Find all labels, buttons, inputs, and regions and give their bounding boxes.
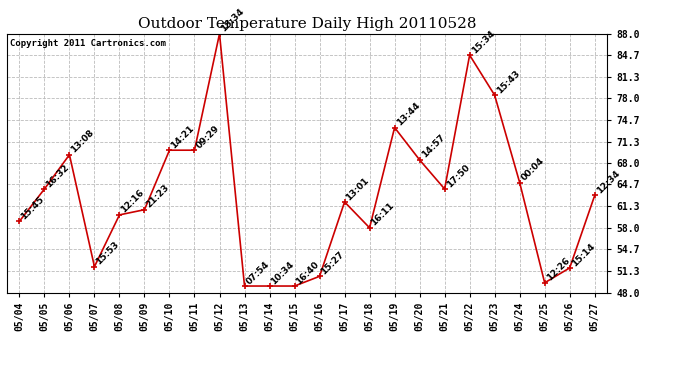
- Text: 17:50: 17:50: [444, 162, 471, 189]
- Text: 15:34: 15:34: [219, 7, 246, 34]
- Text: 16:32: 16:32: [44, 162, 71, 189]
- Text: 12:16: 12:16: [119, 188, 146, 215]
- Text: 00:04: 00:04: [520, 156, 546, 183]
- Text: 15:34: 15:34: [470, 28, 496, 55]
- Text: 07:54: 07:54: [244, 260, 271, 286]
- Text: 21:23: 21:23: [144, 183, 171, 210]
- Text: 13:44: 13:44: [395, 101, 422, 128]
- Text: 15:14: 15:14: [570, 241, 596, 268]
- Text: 10:34: 10:34: [270, 260, 296, 286]
- Text: 16:40: 16:40: [295, 260, 321, 286]
- Text: 13:01: 13:01: [344, 176, 371, 202]
- Text: Copyright 2011 Cartronics.com: Copyright 2011 Cartronics.com: [10, 39, 166, 48]
- Title: Outdoor Temperature Daily High 20110528: Outdoor Temperature Daily High 20110528: [138, 17, 476, 31]
- Text: 13:08: 13:08: [70, 128, 96, 155]
- Text: 09:29: 09:29: [195, 123, 221, 150]
- Text: 14:21: 14:21: [170, 123, 196, 150]
- Text: 15:27: 15:27: [319, 250, 346, 276]
- Text: 12:26: 12:26: [544, 256, 571, 283]
- Text: 15:53: 15:53: [95, 240, 121, 267]
- Text: 12:34: 12:34: [595, 169, 622, 195]
- Text: 16:11: 16:11: [370, 201, 396, 228]
- Text: 15:43: 15:43: [495, 69, 522, 95]
- Text: 14:57: 14:57: [420, 133, 446, 160]
- Text: 15:45: 15:45: [19, 195, 46, 221]
